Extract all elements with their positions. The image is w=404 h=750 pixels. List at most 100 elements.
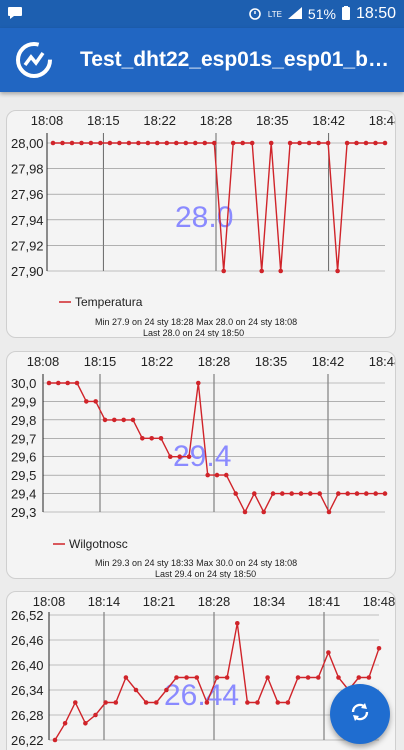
data-point	[245, 700, 250, 705]
data-point	[344, 140, 350, 146]
x-tick-label: 18:34	[253, 594, 286, 609]
data-point	[50, 140, 56, 146]
x-tick-label: 18:48	[369, 113, 396, 128]
data-point	[212, 140, 217, 146]
data-point	[65, 380, 70, 386]
y-tick-label: 29,9	[11, 394, 36, 409]
data-point	[240, 140, 245, 146]
data-point	[275, 700, 281, 705]
alarm-icon	[248, 6, 262, 23]
x-tick-label: 18:22	[143, 113, 176, 128]
y-tick-label: 27,92	[11, 238, 44, 253]
data-point	[121, 417, 126, 423]
data-point	[270, 491, 276, 496]
humidity-chart-card[interactable]: 18:08 18:15 18:22 18:28 18:35 18:42 18:48 30,0…	[6, 351, 396, 579]
data-point	[177, 454, 182, 459]
y-tick-label: 29,6	[11, 450, 36, 465]
data-point	[356, 675, 362, 680]
data-point	[345, 491, 351, 496]
data-point	[140, 436, 145, 441]
x-tick-label: 18:41	[308, 594, 341, 609]
x-tick-label: 18:42	[312, 113, 345, 128]
data-point	[306, 140, 312, 146]
data-point	[265, 675, 270, 680]
data-point	[193, 140, 198, 146]
x-tick-label: 18:35	[256, 113, 289, 128]
y-tick-label: 26,34	[11, 683, 44, 698]
data-point	[183, 140, 189, 146]
data-point	[373, 140, 378, 146]
data-point	[202, 140, 208, 146]
temperature-chart-card[interactable]: 18:08 18:15 18:22 18:28 18:35 18:42 18:48 28,0…	[6, 110, 396, 338]
data-point	[113, 700, 119, 705]
network-label: LTE	[267, 9, 282, 19]
data-point	[305, 675, 311, 680]
data-point	[363, 140, 369, 146]
data-point	[230, 140, 236, 146]
data-point	[205, 472, 210, 478]
y-tick-label: 27,90	[11, 264, 44, 279]
data-point	[143, 700, 149, 705]
data-point	[261, 509, 266, 515]
y-tick-label: 27,94	[11, 213, 44, 228]
data-point	[382, 491, 388, 496]
data-point	[366, 675, 372, 680]
data-point	[112, 417, 117, 423]
data-point	[103, 700, 108, 705]
data-point	[336, 491, 341, 496]
data-point	[364, 491, 369, 496]
data-point	[224, 472, 229, 478]
x-axis-ticks: 18:08 18:15 18:22 18:28 18:35 18:42 18:48	[27, 354, 395, 369]
last-text: Last 28.0 on 24 sty 18:50	[143, 328, 244, 338]
legend-label: Wilgotnosc	[69, 537, 128, 551]
data-point	[252, 491, 257, 496]
y-tick-label: 29,4	[11, 487, 36, 502]
data-point	[130, 417, 136, 423]
status-bar: LTE 51% 18:50	[0, 0, 404, 28]
y-tick-label: 26,52	[11, 608, 44, 623]
refresh-icon	[348, 700, 372, 729]
data-point	[79, 140, 84, 146]
data-point	[336, 675, 341, 680]
minmax-text: Min 27.9 on 24 sty 18:28 Max 28.0 on 24 …	[95, 317, 297, 327]
x-tick-label: 18:42	[312, 354, 345, 369]
series-line	[53, 142, 385, 272]
data-point	[354, 140, 359, 146]
app-bar: Test_dht22_esp01s_esp01_byt...	[0, 28, 404, 92]
refresh-button[interactable]	[330, 684, 390, 744]
x-tick-label: 18:08	[31, 113, 64, 128]
data-point	[52, 737, 58, 743]
y-tick-label: 29,3	[11, 505, 36, 520]
data-point	[326, 650, 331, 655]
x-tick-label: 18:22	[141, 354, 174, 369]
data-point	[174, 675, 179, 680]
x-tick-label: 18:21	[143, 594, 176, 609]
y-tick-label: 29,5	[11, 468, 36, 483]
data-point	[268, 140, 274, 146]
y-axis-ticks: 28,00 27,98 27,96 27,94 27,92 27,90	[11, 136, 44, 279]
data-point	[102, 417, 108, 423]
data-point	[214, 472, 220, 478]
data-point	[93, 712, 98, 718]
app-logo-icon[interactable]	[14, 40, 54, 80]
x-tick-label: 18:48	[363, 594, 396, 609]
data-point	[289, 491, 295, 496]
data-point	[88, 140, 94, 146]
signal-icon	[287, 6, 302, 22]
x-tick-label: 18:08	[27, 354, 60, 369]
data-point	[224, 675, 230, 680]
data-point	[373, 491, 379, 496]
y-tick-label: 26,28	[11, 708, 44, 723]
data-point	[184, 675, 189, 680]
data-point	[46, 380, 52, 386]
y-tick-label: 26,22	[11, 733, 44, 748]
data-point	[158, 436, 164, 441]
data-point	[154, 700, 159, 705]
data-point	[149, 436, 154, 441]
temperature-chart: 18:08 18:15 18:22 18:28 18:35 18:42 18:48 28,0…	[11, 113, 396, 338]
data-point	[316, 140, 321, 146]
y-axis-ticks: 30,0 29,9 29,8 29,7 29,6 29,5 29,4 29,3	[11, 376, 36, 520]
data-point	[242, 509, 248, 515]
data-point	[62, 721, 68, 726]
y-tick-label: 29,8	[11, 413, 36, 428]
